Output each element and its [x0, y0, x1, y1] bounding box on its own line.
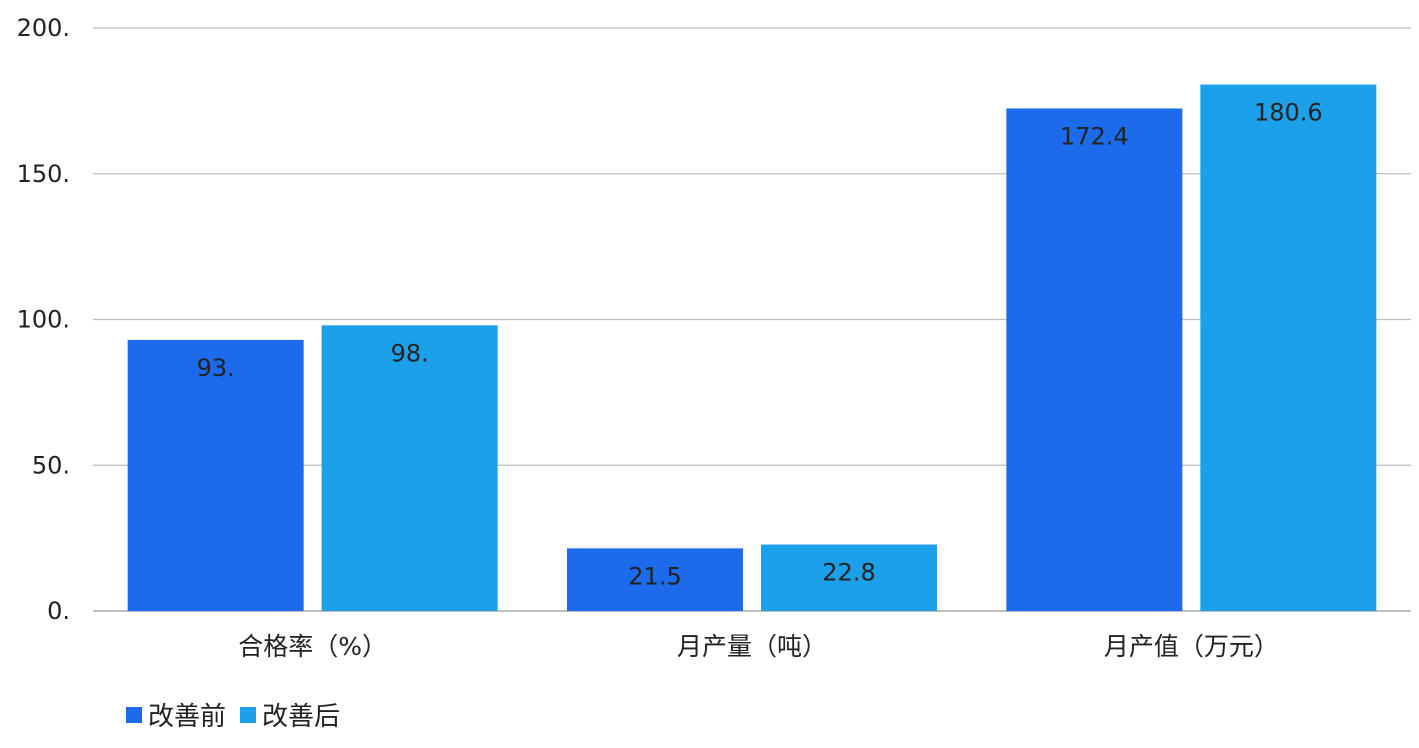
bar-before: [1006, 108, 1183, 611]
legend-label: 改善后: [262, 702, 341, 732]
legend: 改善前 改善后: [126, 696, 354, 733]
bar-before: [127, 339, 304, 611]
bar-after: [761, 544, 937, 611]
data-label: 180.6: [1254, 99, 1323, 127]
y-tick-label: 150.: [17, 160, 70, 188]
bar-after: [1200, 84, 1377, 611]
legend-swatch: [240, 706, 257, 723]
bar-after: [321, 325, 498, 611]
data-labels: 93. 98. 21.5 22.8 172.4 180.6: [197, 99, 1323, 591]
x-category-label: 合格率（%）: [238, 632, 387, 661]
data-label: 21.5: [628, 562, 681, 590]
bar-chart: 0. 50. 100. 150. 200. 93. 98. 21.5 22.8 172.4 180…: [17, 14, 1411, 661]
y-tick-label: 50.: [32, 451, 70, 479]
legend-item: 改善后: [240, 696, 340, 733]
y-axis-ticks: 0. 50. 100. 150. 200.: [17, 14, 70, 625]
data-label: 172.4: [1060, 122, 1129, 150]
legend-swatch: [126, 706, 142, 723]
legend-item: 改善前: [126, 696, 226, 733]
y-tick-label: 0.: [47, 597, 70, 625]
y-tick-label: 200.: [17, 14, 70, 42]
gridlines: [93, 27, 1411, 612]
x-category-label: 月产量（吨）: [677, 632, 827, 661]
bars: [127, 84, 1377, 611]
x-category-label: 月产值（万元）: [1104, 632, 1279, 661]
data-label: 93.: [197, 354, 235, 382]
legend-label: 改善前: [148, 702, 227, 732]
y-tick-label: 100.: [17, 306, 70, 334]
data-label: 98.: [391, 339, 429, 367]
x-axis-categories: 合格率（%） 月产量（吨） 月产值（万元）: [238, 632, 1279, 661]
data-label: 22.8: [822, 559, 875, 587]
bar-before: [567, 548, 743, 611]
